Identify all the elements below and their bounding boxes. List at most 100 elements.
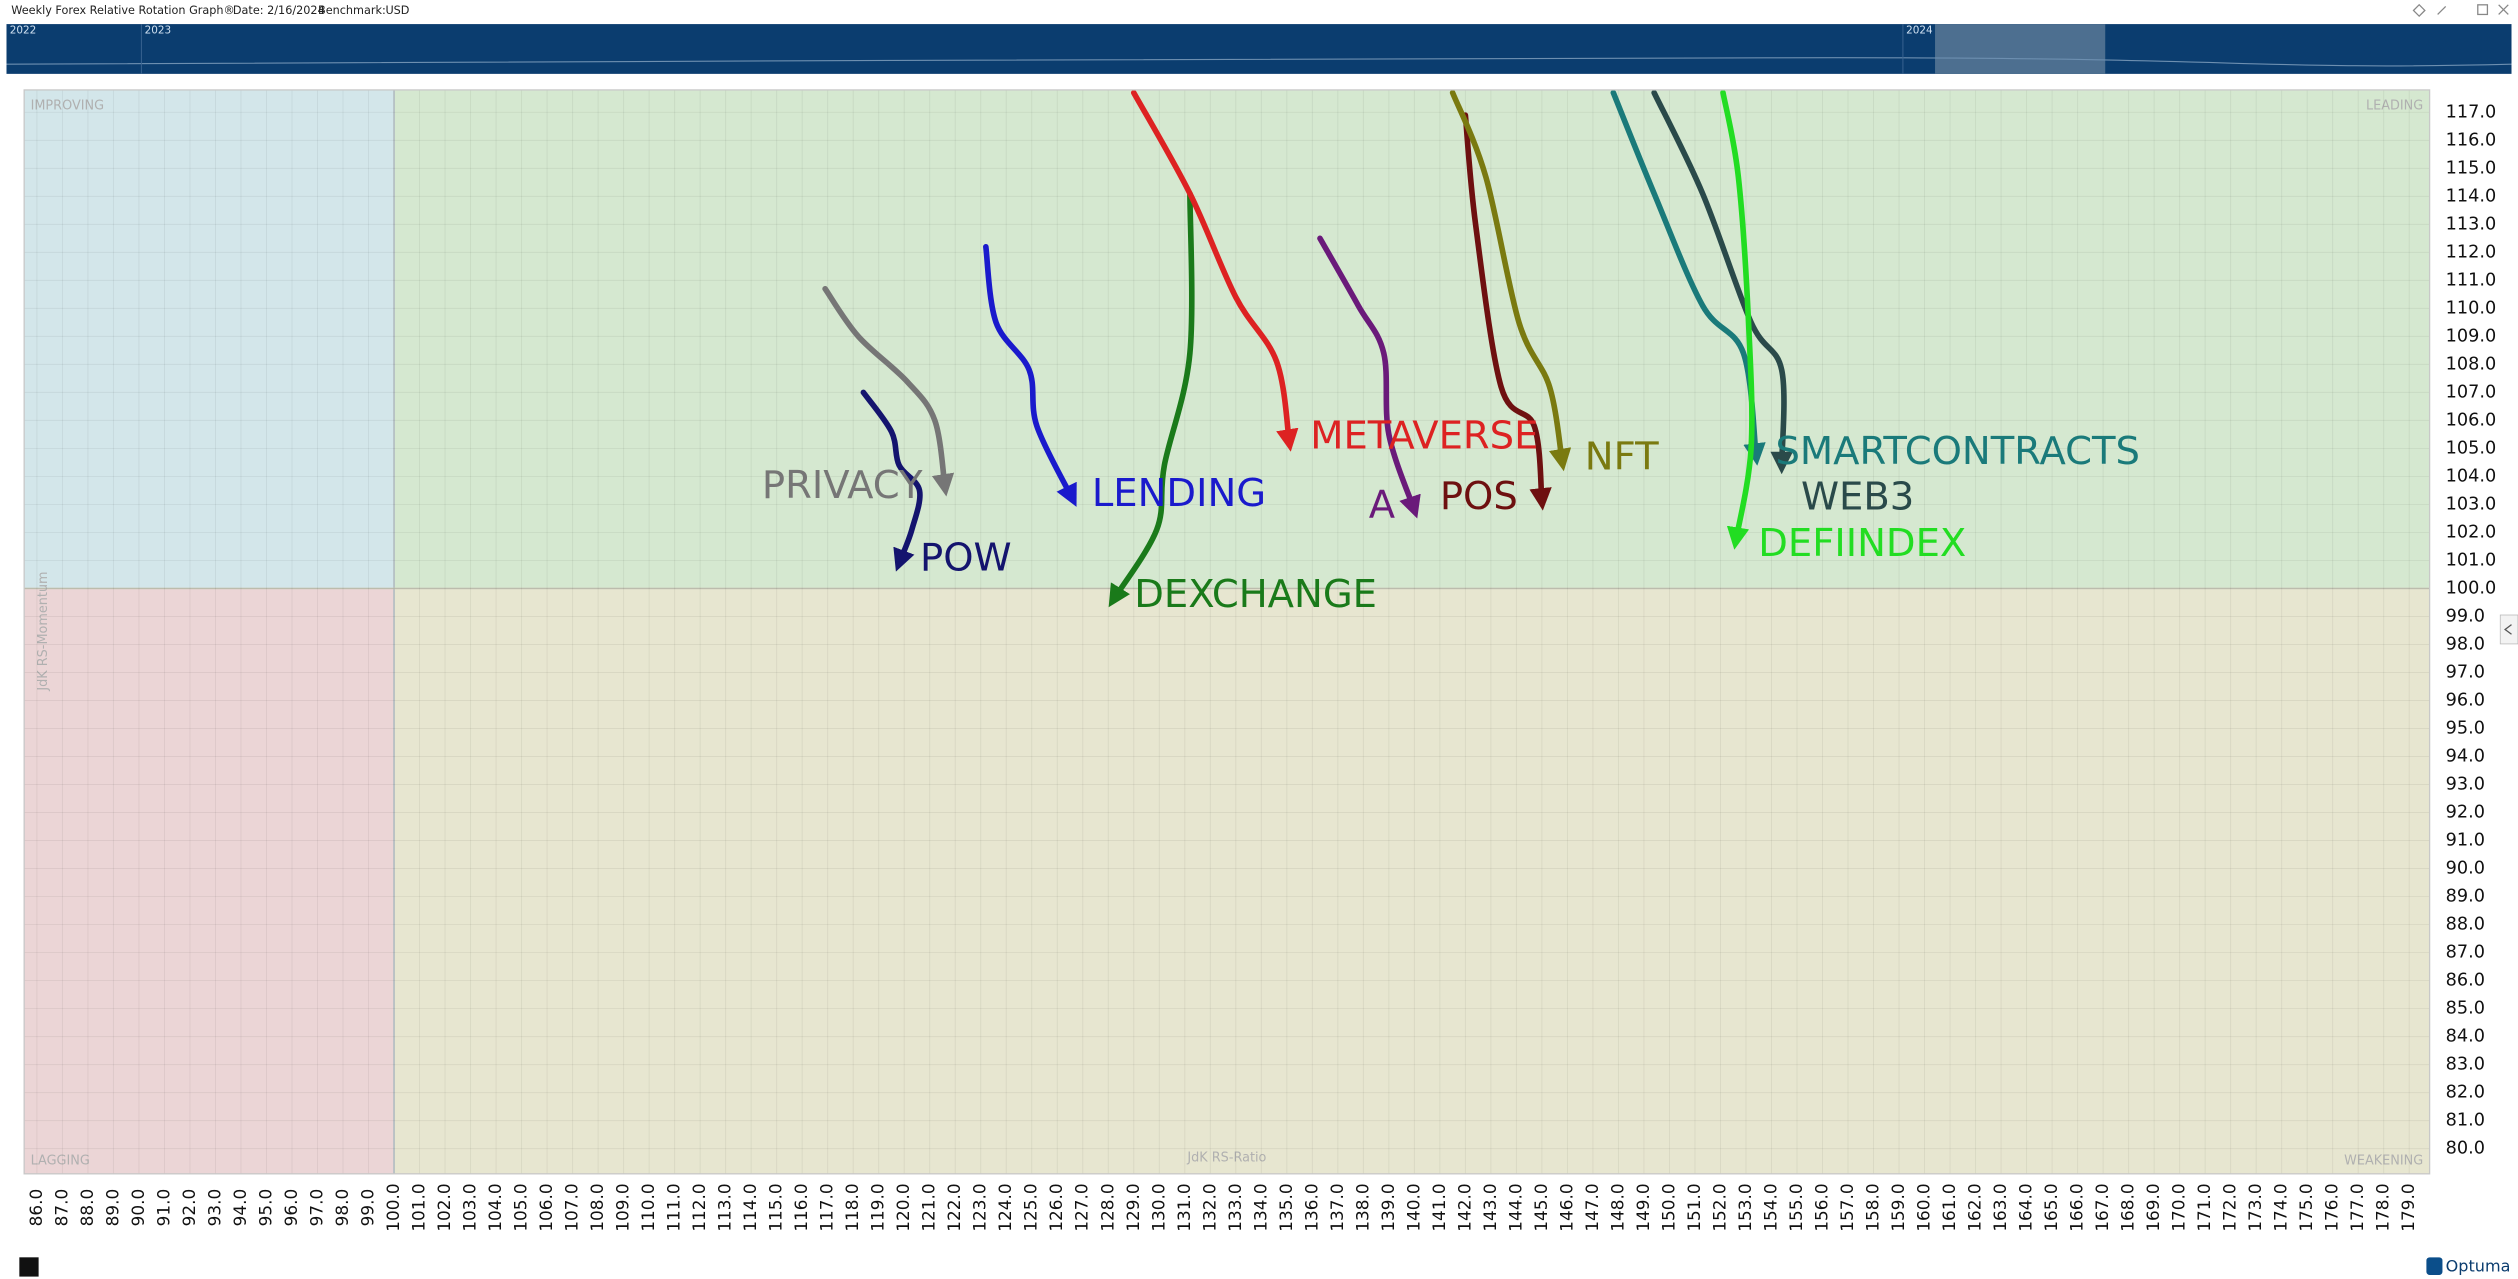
x-tick-label: 141.0 [1429,1183,1449,1231]
x-tick-label: 144.0 [1505,1183,1525,1231]
x-tick-label: 163.0 [1990,1183,2010,1231]
y-tick-label: 91.0 [2446,831,2485,851]
x-tick-label: 118.0 [842,1183,862,1231]
pin-icon[interactable] [2412,3,2426,18]
x-tick-label: 134.0 [1250,1183,1270,1231]
x-tick-label: 146.0 [1556,1183,1576,1231]
rotation-tail [860,389,923,572]
x-tick-label: 92.0 [179,1189,199,1227]
x-tick-label: 135.0 [1276,1183,1296,1231]
timeline-window[interactable] [1935,24,2106,74]
y-tick-label: 114.0 [2446,186,2497,206]
header-date: Date: 2/16/2024 [233,4,325,17]
y-tick-label: 106.0 [2446,410,2497,430]
x-tick-label: 112.0 [689,1183,709,1231]
x-tick-label: 161.0 [1939,1183,1959,1231]
x-tick-label: 177.0 [2347,1183,2367,1231]
y-tick-label: 96.0 [2446,690,2485,710]
y-tick-label: 107.0 [2446,382,2497,402]
y-tick-label: 105.0 [2446,438,2497,458]
rotation-tail [1449,89,1572,472]
series-label: METAVERSE [1310,414,1538,459]
x-tick-label: 142.0 [1454,1183,1474,1231]
x-tick-label: 104.0 [485,1183,505,1231]
y-tick-label: 103.0 [2446,494,2497,514]
x-tick-label: 102.0 [434,1183,454,1231]
x-tick-label: 179.0 [2398,1183,2418,1231]
x-tick-label: 172.0 [2220,1183,2240,1231]
series-label: WEB3 [1801,474,1914,519]
x-tick-label: 89.0 [102,1189,122,1227]
brand: Optuma [2446,1256,2511,1275]
x-tick-label: 176.0 [2322,1183,2342,1231]
restore-icon[interactable] [2477,4,2489,16]
y-tick-label: 101.0 [2446,550,2497,570]
x-tick-label: 111.0 [664,1183,684,1231]
header-benchmark: USD [385,4,409,17]
x-tick-label: 131.0 [1174,1183,1194,1231]
x-tick-label: 175.0 [2296,1183,2316,1231]
x-tick-label: 96.0 [281,1189,301,1227]
x-tick-label: 99.0 [358,1189,378,1227]
x-tick-label: 137.0 [1327,1183,1347,1231]
x-tick-label: 143.0 [1480,1183,1500,1231]
y-tick-label: 109.0 [2446,326,2497,346]
series-label: POS [1440,474,1518,519]
rotation-tail [1720,89,1755,550]
x-tick-label: 95.0 [255,1189,275,1227]
x-tick-label: 113.0 [715,1183,735,1231]
x-tick-label: 174.0 [2271,1183,2291,1231]
quadrant-label: LEADING [2366,98,2423,113]
x-tick-label: 124.0 [995,1183,1015,1231]
x-tick-label: 139.0 [1378,1183,1398,1231]
x-tick-label: 148.0 [1607,1183,1627,1231]
x-axis-label: JdK RS-Ratio [1186,1150,1266,1165]
series-label: A [1369,482,1396,527]
y-axis-label: JdK RS-Momentum [36,571,51,691]
y-tick-label: 93.0 [2446,775,2485,795]
quadrant-lagging [24,588,395,1174]
x-tick-label: 160.0 [1914,1183,1934,1231]
x-tick-label: 88.0 [77,1189,97,1227]
timeline-label: 2023 [145,25,172,37]
plot-frame [23,89,2431,1175]
side-toggle-icon [2504,624,2512,635]
y-tick-label: 95.0 [2446,718,2485,738]
tool-icon[interactable] [2437,5,2447,15]
x-tick-label: 154.0 [1760,1183,1780,1231]
quadrant-improving [24,89,395,589]
series-label: POW [920,536,1012,581]
side-toggle[interactable] [2499,614,2518,645]
x-tick-label: 91.0 [153,1189,173,1227]
x-tick-label: 125.0 [1021,1183,1041,1231]
rotation-tail [1108,190,1195,608]
y-tick-label: 110.0 [2446,298,2497,318]
series-label: PRIVACY [762,463,923,508]
x-tick-label: 103.0 [460,1183,480,1231]
status-button[interactable] [19,1257,39,1277]
timeline-line [6,57,2512,67]
x-tick-label: 136.0 [1301,1183,1321,1231]
x-tick-label: 107.0 [562,1183,582,1231]
timeline-bar[interactable] [6,24,2512,74]
brand-logo [2426,1257,2443,1275]
x-tick-label: 108.0 [587,1183,607,1231]
y-tick-label: 84.0 [2446,1027,2485,1047]
x-tick-label: 116.0 [791,1183,811,1231]
x-tick-label: 109.0 [613,1183,633,1231]
timeline-label: 2024 [1906,25,1933,37]
rotation-tail [1462,112,1552,511]
x-tick-label: 119.0 [868,1183,888,1231]
quadrant-label: IMPROVING [31,98,104,113]
x-tick-label: 173.0 [2245,1183,2265,1231]
x-tick-label: 171.0 [2194,1183,2214,1231]
y-tick-label: 87.0 [2446,943,2485,963]
x-tick-label: 178.0 [2373,1183,2393,1231]
x-tick-label: 152.0 [1709,1183,1729,1231]
x-tick-label: 169.0 [2143,1183,2163,1231]
x-tick-label: 97.0 [307,1189,327,1227]
close-icon[interactable] [2498,4,2509,15]
x-tick-label: 87.0 [51,1189,71,1227]
x-tick-label: 86.0 [26,1189,46,1227]
